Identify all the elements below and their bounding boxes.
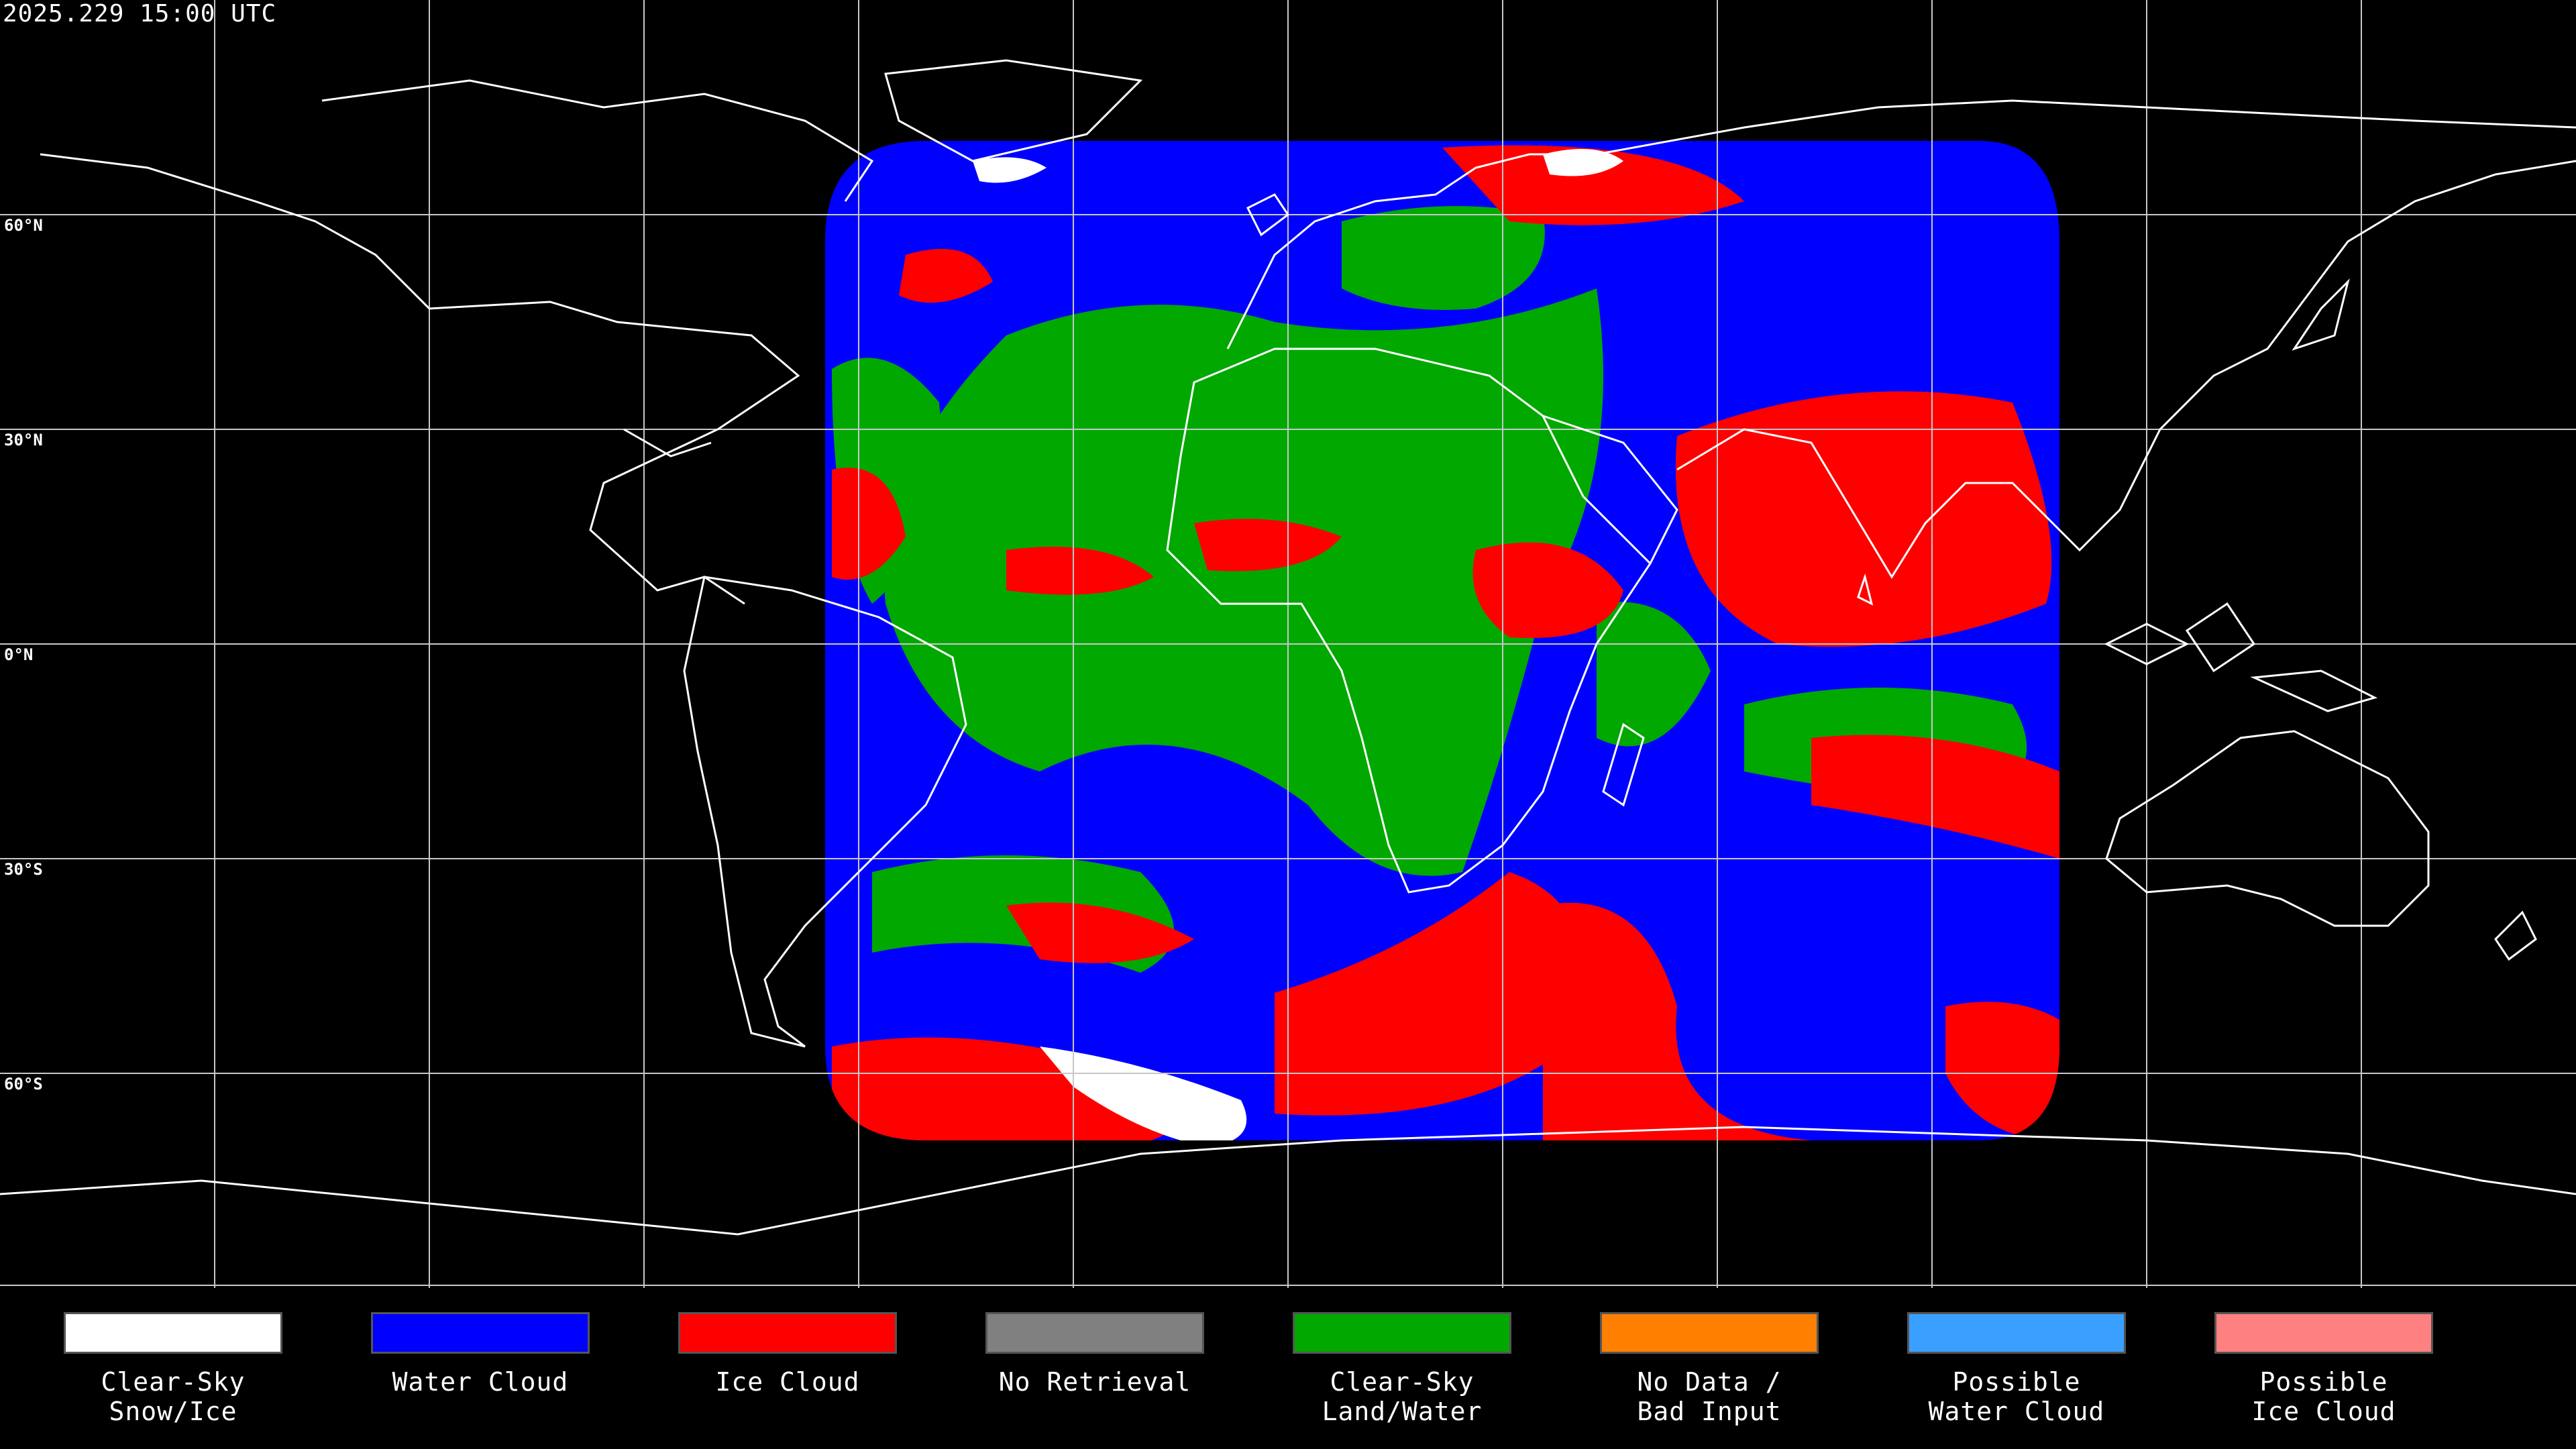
legend-swatch (1600, 1312, 1819, 1354)
legend-item-no-data: No Data / Bad Input (1595, 1288, 1823, 1426)
legend-item-clear-sky-land: Clear-Sky Land/Water (1288, 1288, 1516, 1426)
legend: Clear-Sky Snow/Ice Water Cloud Ice Cloud… (0, 1288, 2576, 1449)
lat-label-30s: 30°S (4, 860, 43, 879)
legend-label: Possible Water Cloud (1928, 1367, 2105, 1426)
legend-label: No Data / Bad Input (1637, 1367, 1782, 1426)
legend-label: No Retrieval (998, 1367, 1191, 1397)
legend-label: Clear-Sky Snow/Ice (101, 1367, 246, 1426)
legend-swatch (1907, 1312, 2126, 1354)
lat-label-60n: 60°N (4, 216, 43, 235)
legend-item-no-retrieval: No Retrieval (981, 1288, 1209, 1397)
legend-swatch (678, 1312, 897, 1354)
legend-swatch (2214, 1312, 2433, 1354)
legend-label: Ice Cloud (715, 1367, 860, 1397)
legend-item-water-cloud: Water Cloud (366, 1288, 594, 1397)
legend-label: Possible Ice Cloud (2251, 1367, 2396, 1426)
lat-label-30n: 30°N (4, 431, 43, 449)
legend-item-possible-ice-cloud: Possible Ice Cloud (2210, 1288, 2438, 1426)
lat-label-60s: 60°S (4, 1075, 43, 1093)
legend-swatch (371, 1312, 590, 1354)
legend-item-ice-cloud: Ice Cloud (674, 1288, 902, 1397)
legend-label: Water Cloud (392, 1367, 569, 1397)
legend-swatch (64, 1312, 282, 1354)
legend-label: Clear-Sky Land/Water (1322, 1367, 1483, 1426)
graticule (0, 0, 2576, 1288)
timestamp: 2025.229 15:00 UTC (3, 0, 277, 28)
legend-swatch (985, 1312, 1204, 1354)
legend-item-clear-sky-snow: Clear-Sky Snow/Ice (59, 1288, 287, 1426)
legend-swatch (1293, 1312, 1511, 1354)
lat-label-0n: 0°N (4, 645, 34, 664)
cloud-phase-map (0, 0, 2576, 1288)
legend-item-possible-water-cloud: Possible Water Cloud (1902, 1288, 2131, 1426)
map-area: 2025.229 15:00 UTC 60°N 30°N 0°N 30°S 60… (0, 0, 2576, 1288)
coastlines (0, 59, 2576, 1236)
